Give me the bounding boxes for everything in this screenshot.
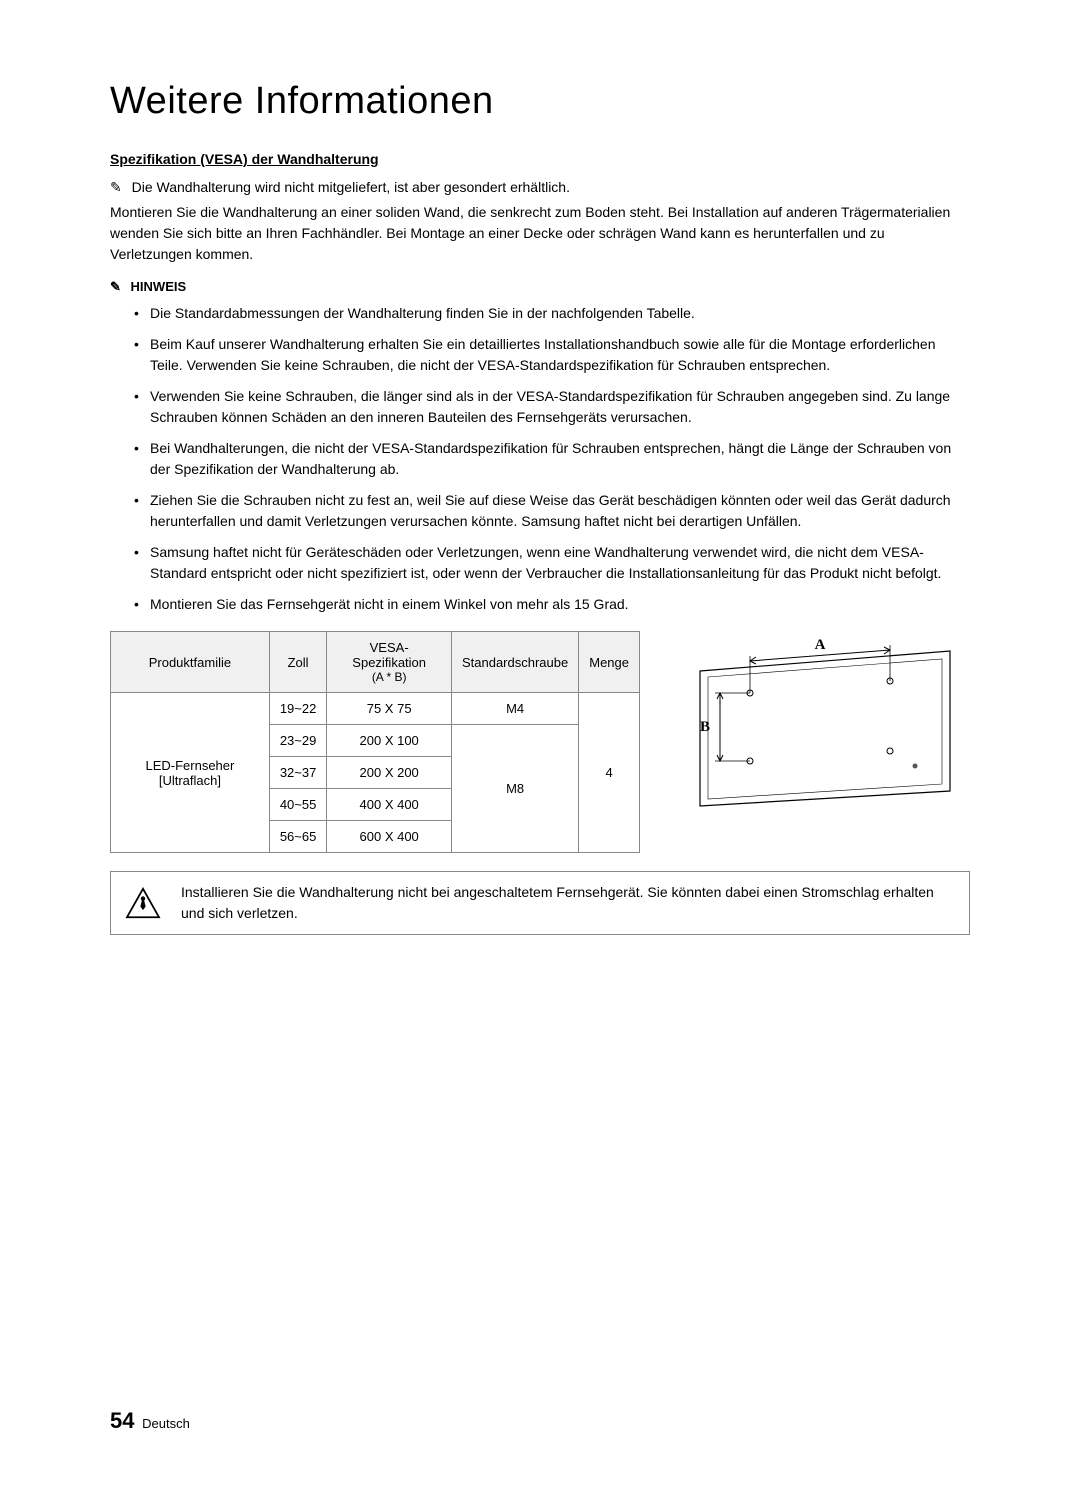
table-row: LED-Fernseher [Ultraflach] 19~22 75 X 75… (111, 693, 640, 725)
list-item: Verwenden Sie keine Schrauben, die länge… (150, 386, 970, 428)
list-item: Montieren Sie das Fernsehgerät nicht in … (150, 594, 970, 615)
cell-family: LED-Fernseher [Ultraflach] (111, 693, 270, 853)
cell-zoll: 19~22 (269, 693, 327, 725)
th-screw: Standardschraube (451, 632, 578, 693)
page-title: Weitere Informationen (110, 80, 970, 123)
diagram-label-a: A (815, 637, 826, 653)
th-family: Produktfamilie (111, 632, 270, 693)
cell-vesa: 200 X 200 (327, 757, 452, 789)
cell-zoll: 23~29 (269, 725, 327, 757)
cell-vesa: 75 X 75 (327, 693, 452, 725)
warning-box: Installieren Sie die Wandhalterung nicht… (110, 871, 970, 935)
note-line-1: ✎ Die Wandhalterung wird nicht mitgelief… (110, 177, 970, 198)
page-lang: Deutsch (142, 1416, 190, 1431)
diagram-label-b: B (700, 719, 710, 735)
section-heading: Spezifikation (VESA) der Wandhalterung (110, 151, 970, 167)
hinweis-text: HINWEIS (131, 279, 187, 294)
cell-screw: M8 (451, 725, 578, 853)
cell-zoll: 56~65 (269, 821, 327, 853)
pen-icon: ✎ (110, 279, 121, 295)
pen-icon: ✎ (110, 177, 122, 198)
hinweis-label: ✎ HINWEIS (110, 279, 970, 295)
table-header-row: Produktfamilie Zoll VESA-Spezifikation (… (111, 632, 640, 693)
th-vesa: VESA-Spezifikation (A * B) (327, 632, 452, 693)
cell-zoll: 32~37 (269, 757, 327, 789)
page-number: 54 (110, 1408, 134, 1433)
list-item: Bei Wandhalterungen, die nicht der VESA-… (150, 438, 970, 480)
th-vesa-line2: (A * B) (337, 670, 441, 684)
cell-vesa: 600 X 400 (327, 821, 452, 853)
hinweis-bullet-list: Die Standardabmessungen der Wandhalterun… (110, 303, 970, 615)
warning-icon (125, 887, 161, 919)
table-diagram-row: Produktfamilie Zoll VESA-Spezifikation (… (110, 631, 970, 853)
cell-zoll: 40~55 (269, 789, 327, 821)
cell-vesa: 400 X 400 (327, 789, 452, 821)
cell-vesa: 200 X 100 (327, 725, 452, 757)
th-qty: Menge (579, 632, 640, 693)
list-item: Beim Kauf unserer Wandhalterung erhalten… (150, 334, 970, 376)
warning-text: Installieren Sie die Wandhalterung nicht… (181, 882, 955, 924)
note-text-1: Die Wandhalterung wird nicht mitgeliefer… (132, 179, 570, 195)
body-paragraph-1: Montieren Sie die Wandhalterung an einer… (110, 202, 970, 265)
list-item: Samsung haftet nicht für Geräteschäden o… (150, 542, 970, 584)
list-item: Die Standardabmessungen der Wandhalterun… (150, 303, 970, 324)
vesa-spec-table: Produktfamilie Zoll VESA-Spezifikation (… (110, 631, 640, 853)
page-footer: 54 Deutsch (110, 1408, 190, 1434)
vesa-diagram: A B (660, 631, 970, 811)
cell-qty: 4 (579, 693, 640, 853)
cell-screw: M4 (451, 693, 578, 725)
th-zoll: Zoll (269, 632, 327, 693)
vesa-diagram-svg: A B (660, 631, 970, 811)
th-vesa-line1: VESA-Spezifikation (337, 640, 441, 670)
list-item: Ziehen Sie die Schrauben nicht zu fest a… (150, 490, 970, 532)
